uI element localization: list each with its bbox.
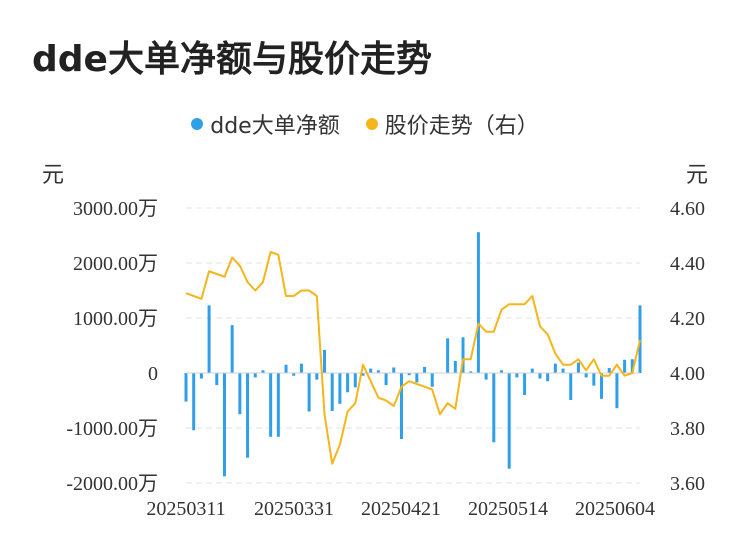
bar-dde[interactable] <box>484 373 488 380</box>
bar-dde[interactable] <box>523 373 527 395</box>
bar-dde[interactable] <box>546 373 550 382</box>
x-tick-label: 20250331 <box>254 498 334 520</box>
bar-dde[interactable] <box>584 373 588 378</box>
right-tick-label: 3.80 <box>670 418 705 440</box>
left-tick-label: 2000.00万 <box>73 253 158 275</box>
left-tick-label: 1000.00万 <box>73 308 158 330</box>
bar-dde[interactable] <box>530 368 534 373</box>
bar-dde[interactable] <box>576 362 580 373</box>
bar-dde[interactable] <box>592 373 596 386</box>
bar-dde[interactable] <box>415 373 419 383</box>
bar-dde[interactable] <box>192 373 196 431</box>
left-axis-unit: 元 <box>42 163 65 188</box>
price-line[interactable] <box>185 251 641 465</box>
right-axis-tick-labels: 4.60 4.40 4.20 4.00 3.80 3.60 <box>670 198 705 495</box>
bar-dde[interactable] <box>384 373 388 386</box>
bar-dde[interactable] <box>199 373 203 379</box>
bar-dde[interactable] <box>276 373 280 437</box>
right-axis-unit: 元 <box>685 163 708 188</box>
bar-dde[interactable] <box>392 367 396 374</box>
bar-dde[interactable] <box>323 349 327 373</box>
bar-dde[interactable] <box>461 337 465 373</box>
bar-dde[interactable] <box>238 373 242 415</box>
bar-dde[interactable] <box>630 359 634 373</box>
right-tick-label: 3.60 <box>670 473 705 495</box>
legend: dde大单净额 股价走势（右） <box>0 108 730 140</box>
right-tick-label: 4.20 <box>670 308 705 330</box>
bar-dde[interactable] <box>430 373 434 387</box>
line-series-price <box>185 251 641 465</box>
right-tick-label: 4.60 <box>670 198 705 220</box>
bar-dde[interactable] <box>399 373 403 439</box>
bar-dde[interactable] <box>307 373 311 412</box>
bar-dde[interactable] <box>215 373 219 386</box>
x-tick-label: 20250421 <box>361 498 441 520</box>
bar-dde[interactable] <box>284 364 288 373</box>
x-axis-tick-labels: 20250311 20250331 20250421 20250514 20250604 <box>146 498 655 520</box>
bar-dde[interactable] <box>184 373 188 402</box>
legend-dot-price-icon <box>365 118 378 130</box>
bar-dde[interactable] <box>315 373 319 380</box>
bar-dde[interactable] <box>330 373 334 411</box>
legend-item-price[interactable]: 股价走势（右） <box>365 108 539 140</box>
bar-dde[interactable] <box>376 370 380 373</box>
bar-dde[interactable] <box>623 359 627 373</box>
bar-dde[interactable] <box>553 363 557 373</box>
left-tick-label: -2000.00万 <box>66 473 158 495</box>
right-tick-label: 4.40 <box>670 253 705 275</box>
right-tick-label: 4.00 <box>670 363 705 385</box>
bar-dde[interactable] <box>446 338 450 373</box>
bar-dde[interactable] <box>207 305 211 373</box>
bar-dde[interactable] <box>269 373 273 437</box>
bar-dde[interactable] <box>261 370 265 373</box>
chart-title: dde大单净额与股价走势 <box>32 39 432 80</box>
bar-dde[interactable] <box>453 360 457 373</box>
left-tick-label: -1000.00万 <box>66 418 158 440</box>
bar-series-dde <box>184 232 642 477</box>
bar-dde[interactable] <box>292 373 296 376</box>
bar-dde[interactable] <box>346 373 350 393</box>
bar-dde[interactable] <box>299 363 303 373</box>
bar-dde[interactable] <box>499 370 503 373</box>
bar-dde[interactable] <box>569 373 573 400</box>
bar-dde[interactable] <box>561 368 565 373</box>
bar-dde[interactable] <box>538 373 542 379</box>
bar-dde[interactable] <box>638 305 642 373</box>
bar-dde[interactable] <box>615 373 619 409</box>
bar-dde[interactable] <box>469 371 473 373</box>
bar-dde[interactable] <box>492 373 496 443</box>
x-tick-label: 20250604 <box>575 498 655 520</box>
bar-dde[interactable] <box>369 368 373 373</box>
grid-lines <box>186 207 640 484</box>
bar-dde[interactable] <box>607 368 611 373</box>
legend-label-price: 股价走势（右） <box>384 114 539 139</box>
legend-item-dde[interactable]: dde大单净额 <box>191 108 340 140</box>
left-tick-label: 0 <box>148 363 158 385</box>
bar-dde[interactable] <box>361 373 365 376</box>
bar-dde[interactable] <box>230 325 234 373</box>
legend-label-dde: dde大单净额 <box>210 114 340 139</box>
bar-dde[interactable] <box>423 366 427 373</box>
bar-dde[interactable] <box>515 373 519 378</box>
bar-dde[interactable] <box>407 373 411 376</box>
bar-dde[interactable] <box>253 373 257 378</box>
left-tick-label: 3000.00万 <box>73 198 158 220</box>
legend-dot-dde-icon <box>191 118 204 130</box>
bar-dde[interactable] <box>600 373 604 399</box>
x-tick-label: 20250311 <box>146 498 225 520</box>
bar-dde[interactable] <box>222 373 226 477</box>
bar-dde[interactable] <box>246 373 250 458</box>
bar-dde[interactable] <box>507 373 511 469</box>
bar-dde[interactable] <box>476 232 480 373</box>
bar-dde[interactable] <box>338 373 342 404</box>
left-axis-tick-labels: 3000.00万 2000.00万 1000.00万 0 -1000.00万 -2000.… <box>66 198 158 495</box>
bar-dde[interactable] <box>353 373 357 388</box>
x-tick-label: 20250514 <box>468 498 548 520</box>
